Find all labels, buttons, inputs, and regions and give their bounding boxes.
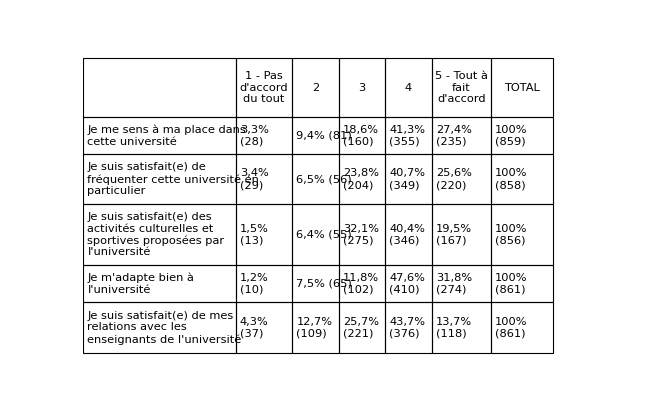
Text: 9,4% (81): 9,4% (81): [296, 131, 352, 141]
Text: 100%
(856): 100% (856): [495, 224, 527, 246]
Text: 4,3%
(37): 4,3% (37): [240, 317, 268, 339]
Text: 18,6%
(160): 18,6% (160): [343, 125, 379, 147]
Text: 5 - Tout à
fait
d'accord: 5 - Tout à fait d'accord: [435, 71, 488, 104]
Text: 1 - Pas
d'accord
du tout: 1 - Pas d'accord du tout: [240, 71, 288, 104]
Text: 12,7%
(109): 12,7% (109): [296, 317, 332, 339]
Text: Je m'adapte bien à
l'université: Je m'adapte bien à l'université: [87, 273, 194, 295]
Text: 43,7%
(376): 43,7% (376): [390, 317, 426, 339]
Text: 3: 3: [358, 83, 366, 93]
Text: 100%
(858): 100% (858): [495, 168, 527, 190]
Text: 100%
(859): 100% (859): [495, 125, 527, 147]
Text: 13,7%
(118): 13,7% (118): [436, 317, 472, 339]
Text: Je suis satisfait(e) des
activités culturelles et
sportives proposées par
l'univ: Je suis satisfait(e) des activités cultu…: [87, 212, 224, 257]
Text: Je suis satisfait(e) de
fréquenter cette université en
particulier: Je suis satisfait(e) de fréquenter cette…: [87, 162, 259, 196]
Text: 1,2%
(10): 1,2% (10): [240, 273, 268, 294]
Text: 40,7%
(349): 40,7% (349): [390, 168, 426, 190]
Text: 3,4%
(29): 3,4% (29): [240, 168, 268, 190]
Text: 100%
(861): 100% (861): [495, 273, 527, 294]
Text: 19,5%
(167): 19,5% (167): [436, 224, 472, 246]
Text: 31,8%
(274): 31,8% (274): [436, 273, 472, 294]
Text: 4: 4: [405, 83, 412, 93]
Text: TOTAL: TOTAL: [504, 83, 540, 93]
Text: 1,5%
(13): 1,5% (13): [240, 224, 268, 246]
Text: 32,1%
(275): 32,1% (275): [343, 224, 379, 246]
Text: 6,5% (56): 6,5% (56): [296, 174, 352, 184]
Text: 7,5% (65): 7,5% (65): [296, 279, 352, 289]
Text: 25,7%
(221): 25,7% (221): [343, 317, 379, 339]
Text: 25,6%
(220): 25,6% (220): [436, 168, 472, 190]
Text: 2: 2: [312, 83, 319, 93]
Text: 11,8%
(102): 11,8% (102): [343, 273, 379, 294]
Text: 23,8%
(204): 23,8% (204): [343, 168, 379, 190]
Text: 100%
(861): 100% (861): [495, 317, 527, 339]
Text: 40,4%
(346): 40,4% (346): [390, 224, 425, 246]
Text: Je suis satisfait(e) de mes
relations avec les
enseignants de l'université: Je suis satisfait(e) de mes relations av…: [87, 311, 242, 345]
Text: 6,4% (55): 6,4% (55): [296, 230, 352, 240]
Text: 47,6%
(410): 47,6% (410): [390, 273, 425, 294]
Text: Je me sens à ma place dans
cette université: Je me sens à ma place dans cette univers…: [87, 125, 246, 147]
Text: 27,4%
(235): 27,4% (235): [436, 125, 472, 147]
Text: 41,3%
(355): 41,3% (355): [390, 125, 426, 147]
Text: 3,3%
(28): 3,3% (28): [240, 125, 268, 147]
